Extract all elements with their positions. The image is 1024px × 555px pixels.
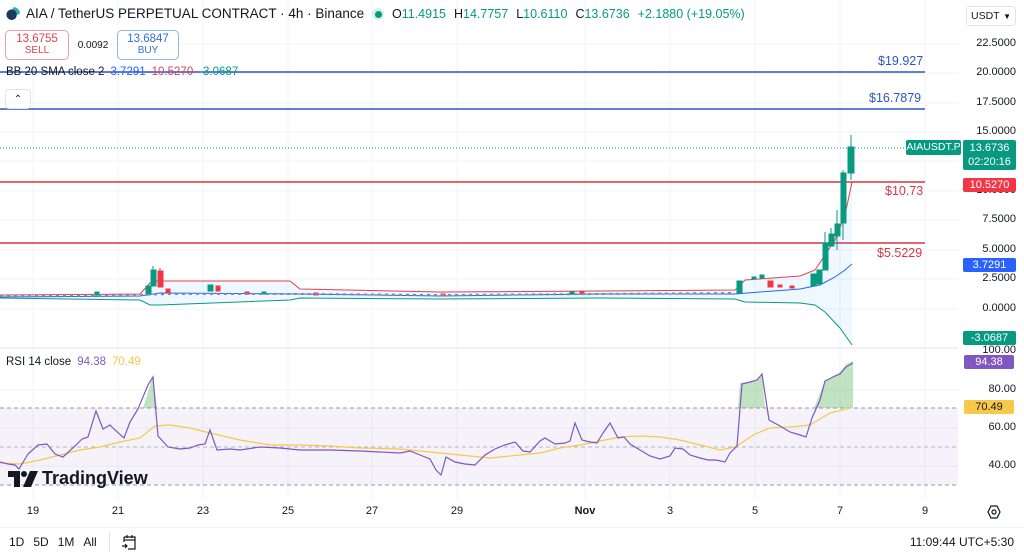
rsi-tick: 80.00: [988, 383, 1016, 395]
collapse-legend-button[interactable]: ⌃: [5, 89, 31, 109]
chevron-up-icon: ⌃: [13, 93, 23, 105]
rsi-ma-value: 70.49: [111, 356, 141, 368]
bb-basis-value: 3.7291: [110, 66, 146, 78]
chevron-down-icon: ▼: [1003, 11, 1011, 21]
open-value: 11.4915: [401, 7, 446, 21]
high-value: 14.7757: [463, 7, 509, 21]
tradingview-logo[interactable]: TradingView: [8, 468, 148, 489]
go-to-date-icon[interactable]: [120, 533, 138, 551]
open-label: O: [392, 7, 402, 21]
high-label: H: [454, 7, 464, 21]
sell-label: SELL: [24, 45, 50, 56]
bb-upper-badge: 10.5270: [963, 178, 1016, 192]
rsi-badge: 94.38: [964, 355, 1014, 369]
bottom-toolbar: 1D 5D 1M All 11:09:44 UTC+5:30: [0, 527, 1024, 555]
price-tick: 20.0000: [976, 66, 1016, 78]
rsi-indicator-legend[interactable]: RSI 14 close 94.38 70.49: [6, 356, 141, 368]
settings-icon[interactable]: [986, 504, 1002, 520]
rsi-line: [0, 362, 854, 477]
currency-select[interactable]: USDT ▼: [966, 6, 1016, 26]
bb-upper-line: [0, 181, 853, 296]
time-tick: 25: [281, 505, 295, 517]
bb-indicator-legend[interactable]: BB 20 SMA close 2 3.7291 10.5270 -3.0687: [6, 66, 238, 78]
spread-value: 0.0092: [77, 39, 109, 51]
rsi-tick: 100.00: [982, 344, 1016, 356]
rsi-ma-line: [0, 407, 851, 465]
level-label-16788: $16.7879: [869, 91, 922, 105]
buy-price: 13.6847: [127, 33, 169, 45]
buy-label: BUY: [137, 45, 159, 56]
rsi-ma-badge: 70.49: [964, 400, 1014, 414]
time-tick: 9: [921, 505, 929, 517]
range-1d-button[interactable]: 1D: [9, 534, 25, 549]
close-value: 13.6736: [584, 7, 630, 21]
time-tick: 27: [365, 505, 379, 517]
symbol-title[interactable]: AIA / TetherUS PERPETUAL CONTRACT · 4h ·…: [26, 6, 365, 21]
tradingview-logo-text: TradingView: [42, 468, 148, 488]
last-price-value: 13.6736: [969, 142, 1010, 154]
level-label-55229: $5.5229: [877, 246, 923, 260]
level-label-1073: $10.73: [885, 184, 924, 198]
price-axis[interactable]: 22.5000 20.0000 17.5000 15.0000 10.0000 …: [958, 0, 1024, 500]
tradingview-logo-icon: [8, 470, 38, 487]
rsi-value: 94.38: [77, 356, 106, 368]
rsi-tick: 40.00: [988, 459, 1016, 471]
low-label: L: [516, 7, 524, 21]
range-all-button[interactable]: All: [83, 534, 97, 549]
price-tick: 0.0000: [982, 302, 1016, 314]
symbol-logo-icon: [6, 6, 20, 21]
last-price-badge: 13.6736 02:20:16: [963, 140, 1016, 170]
bb-fill: [0, 182, 852, 345]
sell-price: 13.6755: [16, 33, 58, 45]
price-tick: 15.0000: [976, 125, 1016, 137]
time-tick: 23: [196, 505, 210, 517]
time-tick: 19: [26, 505, 40, 517]
buy-button[interactable]: 13.6847 BUY: [117, 30, 179, 60]
bb-upper-value: 10.5270: [151, 66, 194, 78]
trade-buttons: 13.6755 SELL 0.0092 13.6847 BUY: [5, 30, 179, 60]
level-label-19927: $19.927: [878, 54, 924, 68]
candles: [0, 135, 855, 297]
rsi-tick: 60.00: [988, 421, 1016, 433]
price-tick: 7.5000: [982, 213, 1016, 225]
bar-countdown: 02:20:16: [968, 156, 1011, 168]
symbol-badge: AIAUSDT.P: [906, 140, 961, 155]
time-tick: 5: [751, 505, 759, 517]
close-label: C: [575, 7, 585, 21]
time-tick: 21: [111, 505, 125, 517]
bb-lower-line: [0, 297, 853, 346]
change-value: +2.1880 (+19.05%): [637, 7, 745, 21]
range-5d-button[interactable]: 5D: [33, 534, 49, 549]
price-levels: [0, 71, 925, 244]
bb-basis-badge: 3.7291: [963, 258, 1016, 272]
range-1m-button[interactable]: 1M: [57, 534, 75, 549]
bb-lower-value: -3.0687: [199, 66, 239, 78]
clock-timezone[interactable]: 11:09:44 UTC+5:30: [909, 535, 1014, 549]
ohlc-values: O11.4915 H14.7757 L10.6110 C13.6736 +2.1…: [372, 7, 745, 21]
rsi-overbought-fill-2: [738, 375, 765, 408]
time-tick: Nov: [574, 505, 596, 517]
chart-title[interactable]: AIA / TetherUS PERPETUAL CONTRACT · 4h ·…: [6, 6, 364, 21]
price-tick: 5.0000: [982, 243, 1016, 255]
rsi-label: RSI 14 close: [6, 356, 72, 368]
time-tick: 29: [450, 505, 464, 517]
price-tick: 17.5000: [976, 96, 1016, 108]
market-status-icon[interactable]: [372, 8, 384, 20]
sell-button[interactable]: 13.6755 SELL: [5, 30, 69, 60]
toolbar-divider: [108, 531, 110, 552]
bb-lower-badge: -3.0687: [963, 331, 1016, 345]
time-tick: 3: [666, 505, 674, 517]
currency-value: USDT: [971, 10, 1000, 22]
bb-label: BB 20 SMA close 2: [6, 66, 105, 78]
price-tick: 22.5000: [976, 37, 1016, 49]
price-tick: 2.5000: [982, 272, 1016, 284]
time-tick: 7: [836, 505, 844, 517]
time-axis[interactable]: 19 21 23 25 27 29 Nov 3 5 7 9: [0, 500, 1024, 522]
low-value: 10.6110: [523, 7, 568, 21]
rsi-overbought-fill-3: [814, 361, 853, 408]
